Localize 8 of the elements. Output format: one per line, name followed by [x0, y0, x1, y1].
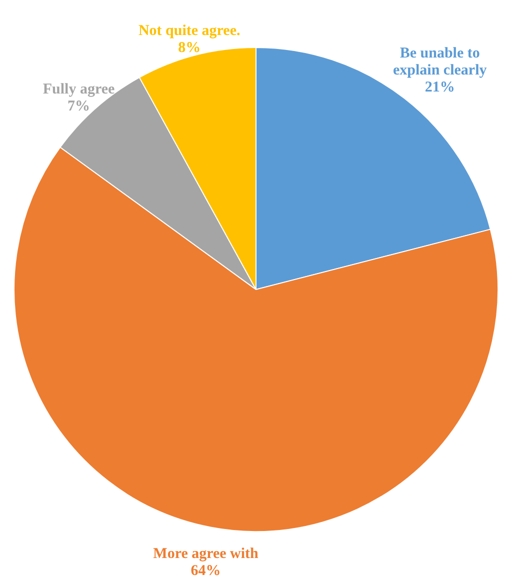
slice-label: Not quite agree. [138, 22, 240, 39]
slice-label: Be unable to explain clearly [392, 45, 488, 78]
data-label: 8% [178, 40, 201, 56]
data-label: 64% [190, 562, 221, 579]
slice-label: Fully agree [42, 81, 116, 98]
slice-label: More agree with [153, 546, 260, 562]
data-label: 21% [424, 79, 455, 96]
data-label: 7% [68, 98, 90, 114]
